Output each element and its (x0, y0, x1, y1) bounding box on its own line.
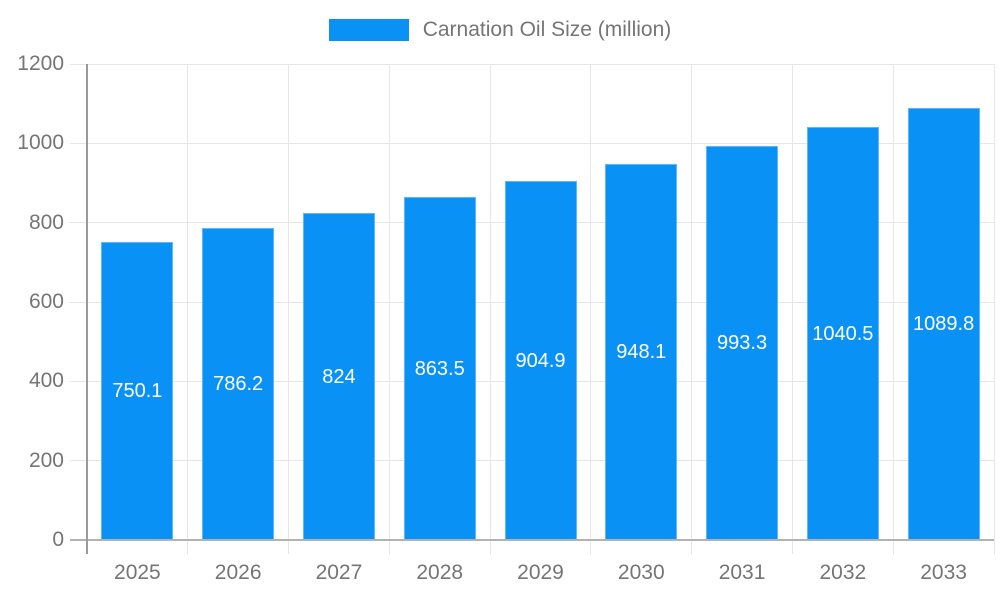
y-gridline (70, 142, 994, 144)
bar-value-label: 824 (322, 365, 356, 388)
bar[interactable]: 948.1 (605, 163, 678, 540)
x-tick-label: 2032 (819, 561, 867, 584)
y-tick-label: 0 (52, 528, 64, 551)
bar[interactable]: 863.5 (403, 197, 476, 540)
bar-value-label: 904.9 (515, 349, 566, 372)
bar[interactable]: 824 (302, 213, 375, 540)
plot-area: 0 200 400 600 800 1000 1200 2025 750.1 2026 786.2 2… (17, 53, 995, 584)
legend[interactable]: Carnation Oil Size (million) (0, 18, 1000, 42)
bar-value-label: 1089.8 (913, 312, 975, 335)
bar-value-label: 1040.5 (812, 322, 874, 345)
bar[interactable]: 786.2 (202, 228, 275, 540)
bar-value-label: 750.1 (112, 380, 163, 403)
x-gridline (691, 64, 693, 554)
bar[interactable]: 904.9 (504, 181, 577, 540)
bar-value-label: 863.5 (414, 357, 465, 380)
bar-value-label: 993.3 (717, 332, 768, 354)
y-tick-label: 200 (28, 448, 64, 472)
x-gridline (489, 64, 491, 554)
x-tick-label: 2025 (114, 561, 161, 584)
legend-swatch (328, 19, 409, 41)
x-gridline (187, 64, 189, 554)
y-tick-label: 400 (28, 369, 64, 393)
x-tick-label: 2026 (214, 561, 262, 584)
bar[interactable]: 750.1 (101, 242, 174, 540)
x-gridline (288, 64, 290, 554)
x-gridline (892, 64, 894, 554)
x-axis-line (70, 539, 994, 541)
x-tick-label: 2029 (517, 561, 564, 584)
x-gridline (388, 64, 390, 554)
y-tick-label: 600 (28, 290, 64, 313)
y-tick-label: 1000 (17, 131, 64, 155)
legend-label: Carnation Oil Size (million) (422, 18, 672, 41)
y-tick-label: 1200 (17, 52, 64, 75)
x-tick-label: 2030 (617, 561, 665, 584)
bar[interactable]: 1040.5 (806, 127, 879, 540)
y-axis-line (86, 64, 88, 554)
bar-value-label: 948.1 (616, 340, 667, 363)
x-tick-label: 2027 (315, 561, 363, 584)
y-tick-label: 800 (28, 210, 64, 234)
x-tick-label: 2031 (718, 561, 766, 584)
x-gridline (590, 64, 592, 554)
bar[interactable]: 1089.8 (907, 107, 980, 540)
x-tick-label: 2033 (920, 561, 967, 584)
x-gridline (993, 64, 995, 554)
x-gridline (791, 64, 793, 554)
x-tick-label: 2028 (416, 561, 464, 584)
y-gridline (70, 63, 994, 65)
bar-value-label: 786.2 (213, 373, 264, 396)
bar[interactable]: 993.3 (706, 146, 779, 540)
